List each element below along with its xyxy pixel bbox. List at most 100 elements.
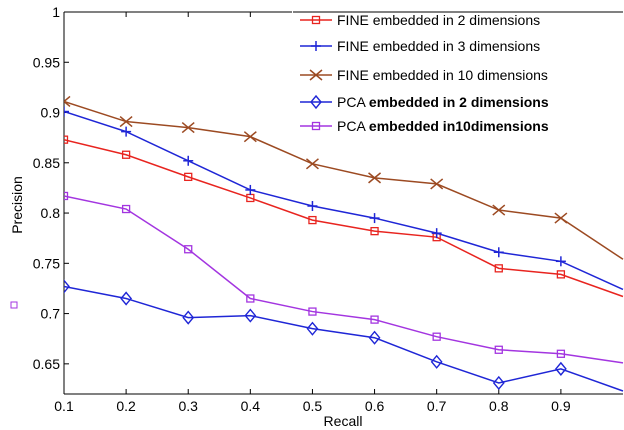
data-point xyxy=(556,270,566,279)
legend-label-prefix: FINE embedded in 10 dimensions xyxy=(337,67,548,83)
x-tick-label: 0.2 xyxy=(116,398,136,414)
data-point xyxy=(305,158,319,170)
y-tick-label: 0.65 xyxy=(33,356,60,372)
data-point xyxy=(492,204,506,216)
data-point xyxy=(493,247,504,258)
data-point xyxy=(308,215,317,225)
legend-label-prefix: PCA xyxy=(337,118,369,134)
legend-label: FINE embedded in 2 dimensions xyxy=(337,12,540,28)
data-point xyxy=(243,131,257,143)
data-point xyxy=(119,115,133,128)
series-2 xyxy=(64,106,624,291)
data-point xyxy=(370,315,379,324)
legend-item-3: FINE embedded in 10 dimensions xyxy=(300,67,548,83)
legend-marker xyxy=(311,121,321,131)
legend-marker xyxy=(311,15,321,25)
data-point xyxy=(555,256,566,267)
data-point xyxy=(245,184,256,195)
y-axis-label: Precision xyxy=(9,176,25,234)
data-point xyxy=(182,310,195,325)
series-line xyxy=(64,285,624,392)
data-point xyxy=(244,308,257,323)
y-tick-label: 0.7 xyxy=(41,306,61,322)
stray-square-marker xyxy=(10,301,18,309)
data-point xyxy=(494,345,503,354)
x-tick-label: 0.5 xyxy=(303,398,323,414)
legend-label: PCA embedded in10dimensions xyxy=(337,118,549,134)
legend-label-suffix: embedded in 2 dimensions xyxy=(369,94,549,110)
legend-label-suffix: embedded in10dimensions xyxy=(369,118,549,134)
x-tick-label: 0.7 xyxy=(427,398,447,414)
data-point xyxy=(64,191,69,201)
legend-label: PCA embedded in 2 dimensions xyxy=(337,94,549,110)
series-3 xyxy=(64,95,624,260)
data-point xyxy=(184,172,193,182)
data-point xyxy=(431,228,442,239)
y-tick-label: 0.95 xyxy=(33,54,60,70)
legend-marker xyxy=(309,69,323,81)
legend-item-2: FINE embedded in 3 dimensions xyxy=(300,38,540,54)
legend-box xyxy=(292,10,624,138)
series-layer xyxy=(64,95,624,392)
x-tick-label: 0.6 xyxy=(365,398,385,414)
y-tick-label: 0.9 xyxy=(41,105,61,121)
data-point xyxy=(368,330,381,345)
legend-label-prefix: FINE embedded in 3 dimensions xyxy=(337,38,540,54)
data-point xyxy=(184,245,193,254)
axes: 0.1 0.2 0.3 0.4 0.5 0.6 0.7 0.8 0.9 0.65 0.7 0.75 0.… xyxy=(33,4,623,414)
data-point xyxy=(246,294,255,303)
data-point xyxy=(120,291,133,306)
y-tick-label: 1 xyxy=(52,4,60,20)
legend-item-1: FINE embedded in 2 dimensions xyxy=(300,12,540,28)
data-point xyxy=(430,178,444,190)
data-point xyxy=(64,106,69,117)
data-point xyxy=(370,226,379,236)
series-line xyxy=(64,110,624,291)
data-point xyxy=(181,122,195,134)
data-point xyxy=(64,95,71,108)
data-point xyxy=(554,361,567,376)
legend-label-prefix: FINE embedded in 2 dimensions xyxy=(337,12,540,28)
legend: FINE embedded in 2 dimensions FINE embedd… xyxy=(292,10,624,138)
x-tick-label: 0.1 xyxy=(54,398,74,414)
x-tick-label: 0.3 xyxy=(178,398,198,414)
y-tick-label: 0.8 xyxy=(41,205,61,221)
data-point xyxy=(430,354,443,369)
legend-marker xyxy=(310,94,322,110)
data-point xyxy=(369,213,380,224)
legend-marker xyxy=(311,41,321,51)
y-tick-label: 0.85 xyxy=(33,155,60,171)
legend-item-5: PCA embedded in10dimensions xyxy=(300,118,549,134)
data-point xyxy=(121,126,132,137)
legend-item-4: PCA embedded in 2 dimensions xyxy=(300,94,549,110)
data-point xyxy=(492,375,505,391)
series-5 xyxy=(64,191,624,364)
y-tick-label: 0.75 xyxy=(33,255,60,271)
legend-label-prefix: PCA xyxy=(337,94,369,110)
data-point xyxy=(121,204,131,214)
data-point xyxy=(556,349,566,358)
data-point xyxy=(308,307,317,316)
series-1 xyxy=(64,135,624,298)
data-point xyxy=(64,135,69,144)
series-4 xyxy=(64,279,624,392)
data-point xyxy=(306,321,319,336)
series-line xyxy=(64,100,624,260)
data-point xyxy=(554,212,568,224)
x-tick-label: 0.9 xyxy=(551,398,571,414)
x-tick-label: 0.4 xyxy=(241,398,261,414)
data-point xyxy=(64,279,70,294)
x-axis-label: Recall xyxy=(324,413,363,429)
legend-label: FINE embedded in 3 dimensions xyxy=(337,38,540,54)
data-point xyxy=(368,172,382,184)
data-point xyxy=(494,264,503,273)
data-point xyxy=(121,150,131,159)
data-point xyxy=(307,201,318,212)
legend-label: FINE embedded in 10 dimensions xyxy=(337,67,548,83)
series-line xyxy=(64,138,624,298)
data-point xyxy=(432,332,441,341)
x-tick-label: 0.8 xyxy=(489,398,509,414)
data-point xyxy=(183,155,194,166)
series-line xyxy=(64,195,624,364)
